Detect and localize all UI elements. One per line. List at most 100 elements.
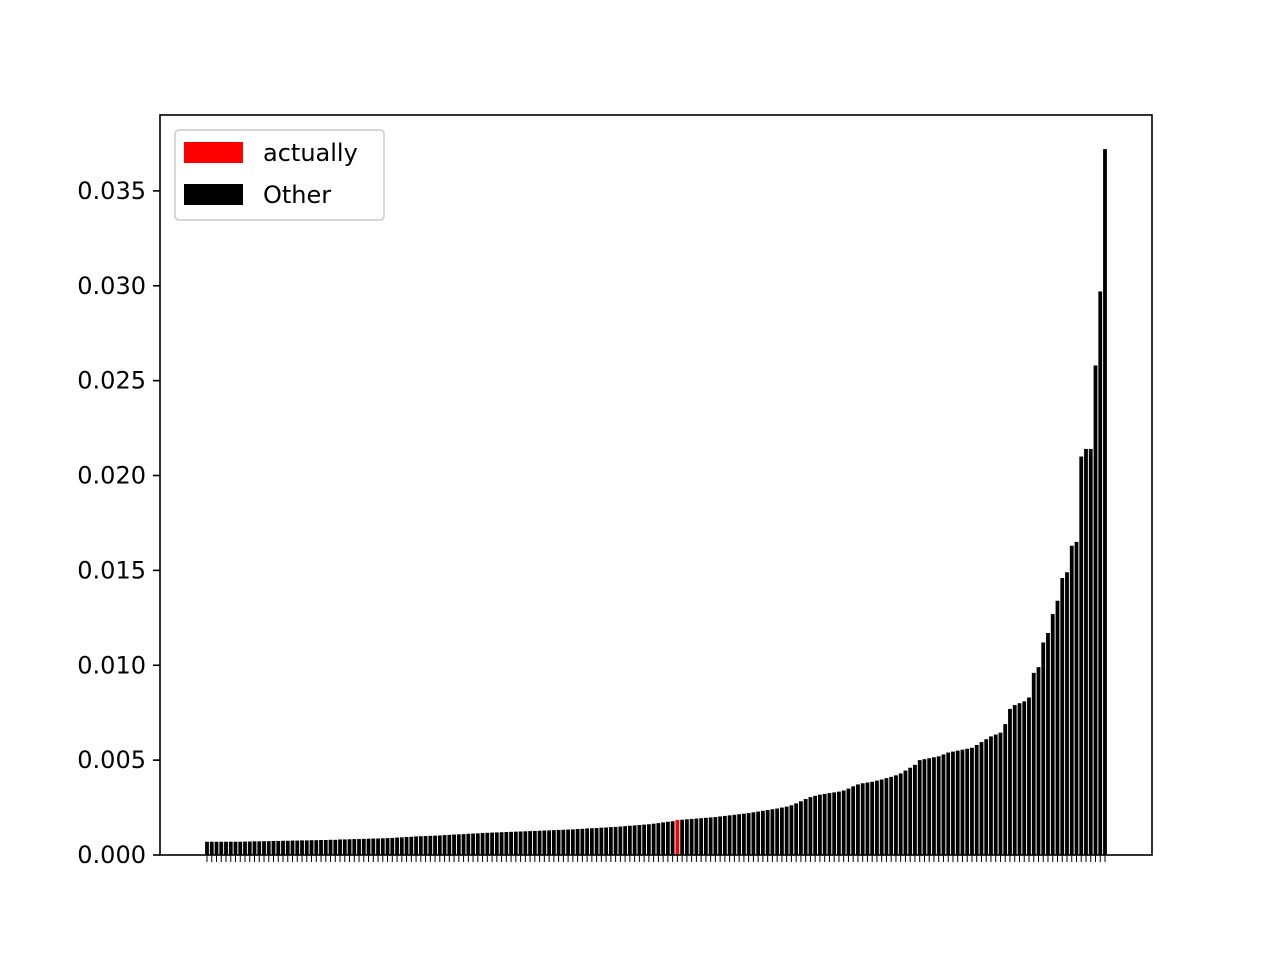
bar: [466, 833, 471, 855]
bar: [437, 835, 442, 855]
bar: [442, 835, 447, 855]
bar: [623, 826, 628, 855]
bar: [722, 815, 727, 855]
bar: [898, 773, 903, 855]
bar: [361, 838, 366, 855]
bar: [689, 818, 694, 855]
bar: [1012, 705, 1017, 855]
bar: [761, 810, 765, 855]
bar: [913, 764, 917, 855]
y-tick-label: 0.005: [77, 746, 146, 774]
bar: [509, 831, 513, 855]
bar: [946, 752, 951, 855]
bar: [927, 758, 932, 855]
bar: [271, 840, 276, 855]
bar: [224, 841, 228, 855]
bar: [409, 836, 414, 855]
bar: [604, 827, 609, 855]
bar-highlighted: [675, 819, 680, 855]
bar: [732, 814, 737, 855]
bar: [1027, 697, 1031, 855]
bar: [818, 794, 822, 855]
bar: [680, 819, 685, 855]
x-axis-ticks: [206, 855, 1106, 862]
bar: [556, 829, 561, 855]
bar: [742, 813, 746, 855]
bar: [485, 832, 490, 855]
bar: [585, 828, 590, 855]
bar: [1036, 667, 1041, 855]
bar: [494, 832, 499, 855]
bar: [423, 836, 428, 855]
bar: [566, 829, 570, 855]
bar: [1003, 724, 1008, 855]
y-tick-label: 0.020: [77, 462, 146, 490]
bar: [799, 801, 803, 855]
bar: [627, 825, 632, 855]
bar: [894, 775, 898, 855]
bar: [452, 834, 456, 855]
bar: [1041, 642, 1046, 855]
bar: [570, 829, 575, 855]
bar: [708, 817, 713, 855]
bar: [219, 841, 224, 855]
bar: [993, 734, 998, 855]
bar: [300, 840, 304, 855]
bar: [475, 833, 480, 855]
bar: [1079, 456, 1084, 855]
bar: [1069, 545, 1074, 855]
bar: [699, 818, 704, 855]
bar: [670, 821, 675, 855]
bar: [808, 797, 813, 855]
plot-frame: [159, 114, 1153, 856]
bar: [1088, 448, 1093, 855]
bar: [737, 814, 742, 855]
bar: [385, 838, 390, 855]
bar: [357, 839, 361, 855]
bar: [371, 838, 376, 855]
bar: [395, 837, 399, 855]
bar: [903, 770, 908, 855]
bar: [347, 839, 352, 855]
y-tick-label: 0.025: [77, 367, 146, 395]
bar: [846, 788, 851, 855]
bar: [870, 781, 875, 855]
bar: [490, 832, 494, 855]
bar: [837, 791, 841, 855]
bar: [338, 839, 342, 855]
bar: [984, 739, 989, 855]
bar: [295, 840, 300, 855]
bar: [228, 841, 233, 855]
bar: [989, 736, 993, 855]
bar: [884, 778, 889, 855]
bar: [703, 817, 708, 855]
bar: [751, 812, 756, 855]
bar: [1084, 448, 1088, 855]
bar: [266, 841, 271, 855]
bar: [238, 841, 243, 855]
bar: [656, 823, 661, 855]
bar: [979, 742, 984, 855]
y-tick-label: 0.000: [77, 841, 146, 869]
bar: [661, 822, 666, 855]
bar: [390, 837, 395, 855]
bar: [955, 750, 960, 855]
bar: [875, 780, 879, 855]
bar: [613, 826, 618, 855]
bar: [1098, 291, 1103, 856]
bar: [513, 831, 518, 855]
bar: [1017, 703, 1022, 855]
bar: [561, 829, 566, 855]
bar: [599, 827, 604, 855]
bar: [589, 828, 594, 855]
bar: [428, 835, 433, 855]
bar: [665, 821, 670, 855]
bar: [281, 840, 285, 855]
bar: [618, 826, 623, 855]
bar: [314, 840, 319, 855]
bar: [456, 834, 461, 855]
bar: [965, 748, 970, 855]
bar: [865, 782, 870, 855]
bar: [822, 793, 827, 855]
